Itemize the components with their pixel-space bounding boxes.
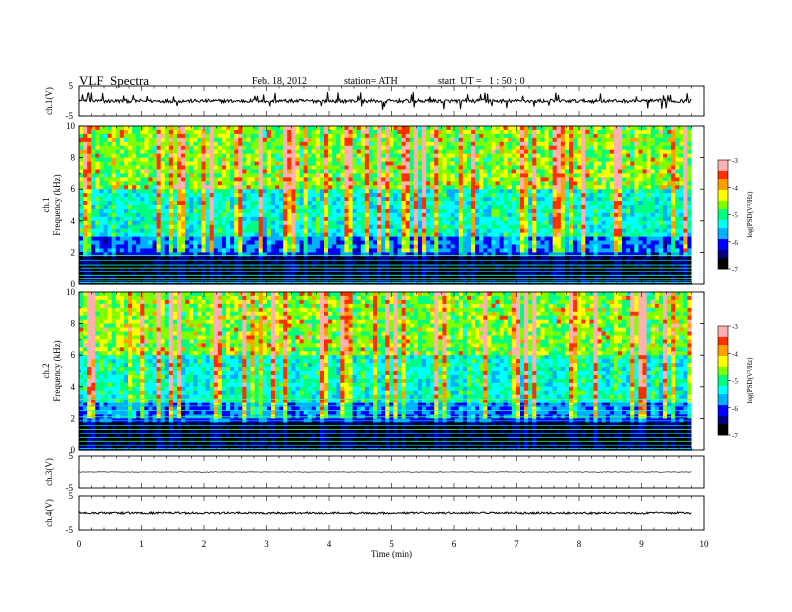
y-axis-label: Frequency (kHz) [52,174,62,235]
colorbar-tick-label: -3 [732,157,738,165]
x-tick-label: 5 [389,539,394,549]
y-tick-label: 0 [71,279,76,289]
colorbar-tick-label: -4 [732,350,738,358]
y-tick-label: -5 [66,111,74,121]
station-label: station= ATH [344,76,398,87]
x-tick-label: 4 [327,539,332,549]
x-tick-label: 0 [77,539,82,549]
y-tick-label: 5 [69,81,74,91]
x-tick-label: 7 [514,539,519,549]
x-tick-label: 10 [700,539,710,549]
y-tick-label: 8 [71,319,76,329]
y-tick-label: 8 [71,153,76,163]
y-tick-label: 4 [71,382,76,392]
colorbar-tick-label: -5 [732,212,738,220]
x-tick-label: 8 [577,539,582,549]
colorbar [718,326,728,436]
x-axis-label: Time (min) [371,549,412,559]
start-time-label: start UT = 1 : 50 : 0 [438,76,525,87]
colorbar-label: log(PSD(V²/Hz) [746,357,754,404]
y-axis-label: ch.3(V) [44,458,54,486]
colorbar [718,160,728,270]
colorbar-label: log(PSD(V²/Hz) [746,191,754,238]
y-tick-label: 6 [71,350,76,360]
colorbar-tick-label: -3 [732,323,738,331]
channel-label: ch.2 [41,363,51,378]
colorbar-tick-label: -7 [732,432,738,440]
y-tick-label: 2 [71,247,76,257]
y-axis-label: ch.4(V) [44,499,54,527]
y-tick-label: -5 [66,483,74,493]
channel-label: ch.1 [41,197,51,212]
y-tick-label: 10 [66,287,76,297]
waveform-trace-ch4-waveform [78,510,692,516]
x-tick-label: 3 [264,539,269,549]
colorbar-tick-label: -6 [732,405,738,413]
x-tick-label: 9 [639,539,644,549]
waveform-trace-ch1-waveform [78,92,692,110]
y-tick-label: 5 [69,451,74,461]
colorbar-tick-label: -6 [732,239,738,247]
spectrogram-ch1 [79,126,693,285]
waveform-trace-ch3-waveform [78,471,692,473]
y-tick-label: 2 [71,413,76,423]
y-tick-label: 6 [71,184,76,194]
x-tick-label: 6 [452,539,457,549]
x-tick-label: 2 [202,539,207,549]
chart-title: VLF Spectra [79,73,150,88]
y-tick-label: 5 [69,491,74,501]
y-tick-label: 0 [71,445,76,455]
colorbar-tick-label: -4 [732,184,738,192]
x-tick-label: 1 [139,539,144,549]
y-axis-label: ch.1(V) [44,87,54,115]
colorbar-tick-label: -7 [732,266,738,274]
colorbar-tick-label: -5 [732,378,738,386]
y-tick-label: 4 [71,216,76,226]
y-tick-label: -5 [66,525,74,535]
date-label: Feb. 18, 2012 [252,76,307,87]
spectrogram-ch2 [79,292,693,451]
y-tick-label: 10 [66,121,76,131]
y-axis-label: Frequency (kHz) [52,340,62,401]
